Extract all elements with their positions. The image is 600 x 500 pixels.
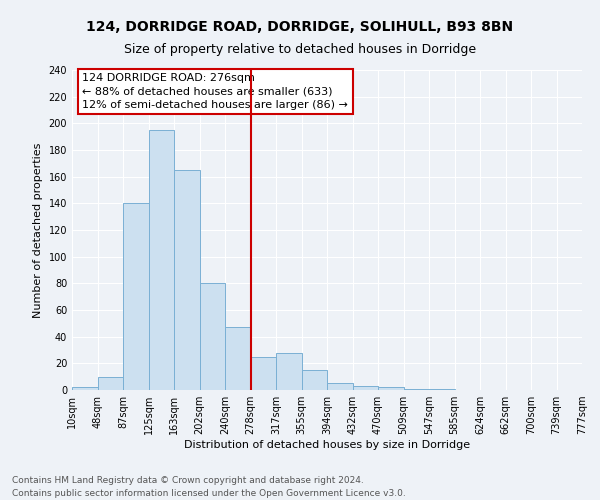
Bar [251,356,276,390]
Bar [199,284,225,390]
Bar [429,388,455,390]
Y-axis label: Number of detached properties: Number of detached properties [33,142,43,318]
Text: Contains public sector information licensed under the Open Government Licence v3: Contains public sector information licen… [12,488,406,498]
Text: 124, DORRIDGE ROAD, DORRIDGE, SOLIHULL, B93 8BN: 124, DORRIDGE ROAD, DORRIDGE, SOLIHULL, … [86,20,514,34]
Bar [378,388,404,390]
Text: 124 DORRIDGE ROAD: 276sqm
← 88% of detached houses are smaller (633)
12% of semi: 124 DORRIDGE ROAD: 276sqm ← 88% of detac… [82,73,348,110]
Bar [404,388,429,390]
Bar [353,386,378,390]
X-axis label: Distribution of detached houses by size in Dorridge: Distribution of detached houses by size … [184,440,470,450]
Bar [327,384,353,390]
Bar [97,376,123,390]
Bar [276,352,302,390]
Text: Size of property relative to detached houses in Dorridge: Size of property relative to detached ho… [124,42,476,56]
Text: Contains HM Land Registry data © Crown copyright and database right 2024.: Contains HM Land Registry data © Crown c… [12,476,364,485]
Bar [174,170,199,390]
Bar [225,328,251,390]
Bar [72,388,97,390]
Bar [123,204,149,390]
Bar [149,130,174,390]
Bar [302,370,327,390]
